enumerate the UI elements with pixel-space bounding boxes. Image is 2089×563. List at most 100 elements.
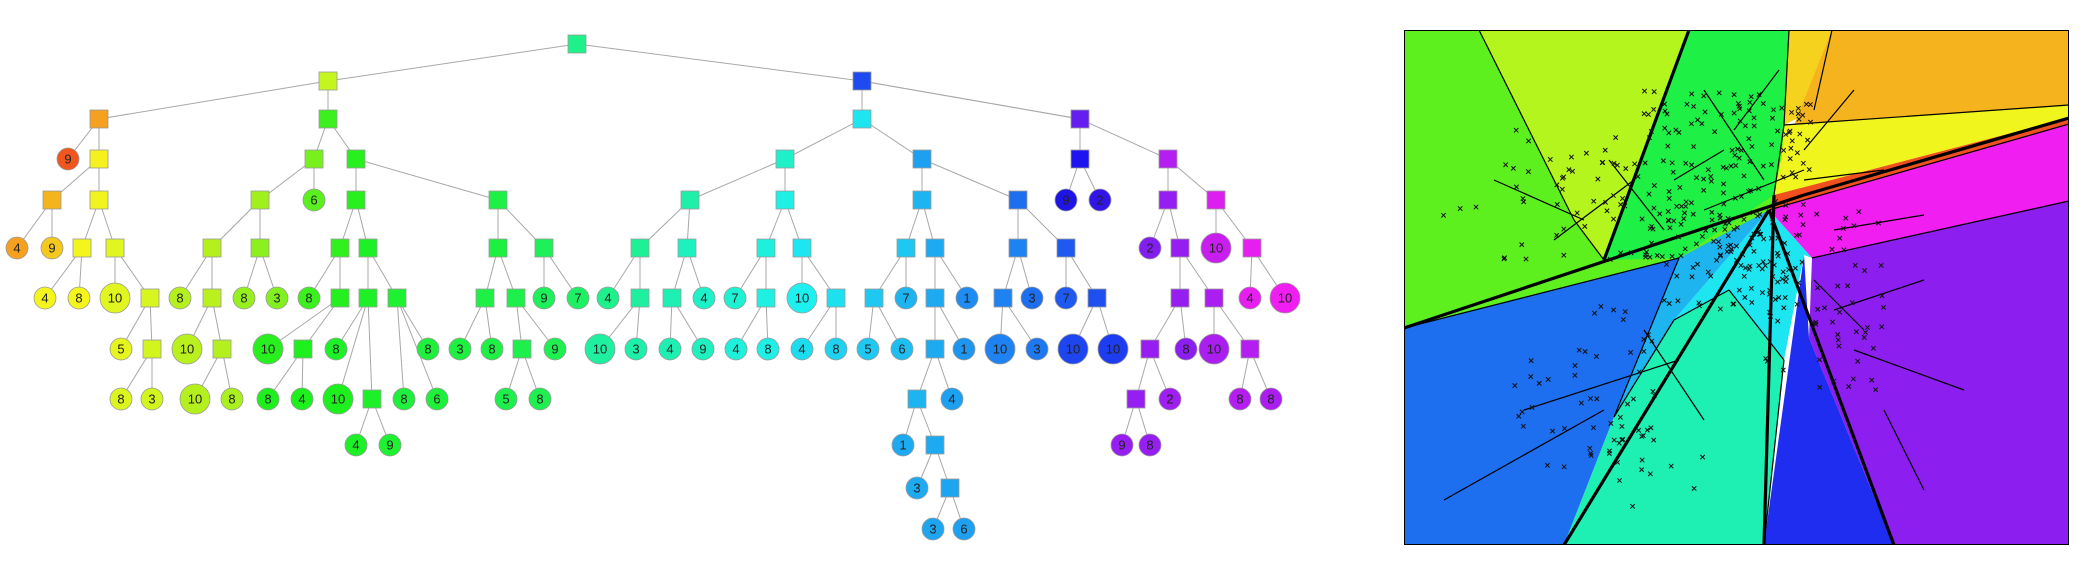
leaf-node-circle (890, 337, 914, 361)
split-node-square (202, 288, 222, 308)
split-node (330, 238, 350, 258)
sample-point-marker (1800, 222, 1806, 228)
sample-point-marker (1760, 259, 1766, 265)
partition-boundary (1703, 169, 1805, 211)
leaf-node-label: 9 (1062, 193, 1069, 208)
leaf-node-circle (1158, 387, 1182, 411)
split-node (512, 339, 532, 359)
sample-point-marker (1649, 338, 1655, 344)
sample-point-marker (1799, 259, 1805, 265)
sample-point-marker (1829, 319, 1836, 325)
sample-point-marker (1731, 110, 1737, 116)
leaf-node: 6 (952, 517, 976, 541)
sample-point-marker (1800, 112, 1806, 118)
split-node-square (912, 190, 932, 210)
leaf-node-circle (1110, 433, 1134, 457)
sample-point-marker (1776, 295, 1782, 301)
sample-point-marker (1695, 117, 1701, 123)
sample-point-marker (1645, 332, 1651, 338)
leaf-node-circle (168, 286, 192, 310)
sample-point-marker (1544, 462, 1550, 468)
split-node (1056, 238, 1076, 258)
split-node (630, 238, 650, 258)
sample-point-marker (1561, 252, 1567, 258)
sample-point-marker (1630, 396, 1636, 402)
tree-edge (367, 297, 373, 400)
leaf-node: 5 (856, 337, 880, 361)
sample-point-marker (1869, 377, 1875, 383)
sample-point-marker (1647, 254, 1653, 260)
split-node-square (318, 109, 338, 129)
tree-edges (16, 43, 1286, 530)
sample-point-marker (1614, 459, 1621, 465)
partition-boundary (1853, 349, 1965, 391)
leaf-node: 10 (322, 383, 354, 415)
leaf-node-label: 5 (864, 342, 871, 357)
leaf-node-label: 8 (228, 392, 235, 407)
split-node (662, 288, 682, 308)
sample-point-marker (1691, 144, 1697, 150)
split-node (1158, 190, 1178, 210)
leaf-node: 4 (692, 286, 716, 310)
leaf-node-circle (756, 337, 780, 361)
split-node (907, 389, 927, 409)
sample-point-marker (1660, 158, 1666, 164)
sample-point-marker (1683, 160, 1689, 166)
leaf-node: 4 (724, 337, 748, 361)
leaf-node-circle (1088, 188, 1112, 212)
split-node-square (362, 389, 382, 409)
leaf-node: 4 (344, 433, 368, 457)
sample-point-marker (1793, 174, 1799, 180)
sample-point-marker (1691, 103, 1697, 109)
sample-point-marker (1604, 208, 1610, 214)
split-node-square (1087, 288, 1107, 308)
leaf-node-circle (171, 333, 203, 365)
leaf-node-circle (324, 337, 348, 361)
leaf-node-circle (891, 433, 915, 457)
leaf-node: 10 (1269, 282, 1301, 314)
sample-point-marker (1716, 90, 1722, 96)
sample-point-marker (1587, 395, 1594, 402)
sample-point-marker (1705, 269, 1711, 275)
split-node-square (358, 238, 378, 258)
sample-point-marker (1775, 128, 1781, 134)
partition-boundary (1608, 159, 1665, 231)
leaf-node-circle (297, 286, 321, 310)
sample-point-marker (1602, 199, 1609, 205)
leaf-node: 7 (1054, 286, 1078, 310)
split-node (362, 389, 382, 409)
sample-point-marker (1720, 181, 1727, 187)
leaf-node-circle (940, 387, 964, 411)
sample-point-marker (1529, 404, 1535, 410)
partition-boundary (1493, 179, 1585, 221)
sample-point-marker (1708, 173, 1714, 180)
split-node (1126, 389, 1146, 409)
sample-point-marker (1807, 101, 1813, 108)
split-node-square (140, 288, 160, 308)
leaf-node-label: 7 (574, 291, 581, 306)
leaf-node-label: 4 (732, 342, 739, 357)
leaf-node-circle (416, 337, 440, 361)
sample-point-marker (1681, 216, 1687, 222)
partition-boundary (1728, 289, 1785, 361)
split-node-square (89, 190, 109, 210)
split-node-square (925, 435, 945, 455)
sample-point-marker (1701, 187, 1707, 193)
sample-point-marker (1611, 437, 1617, 443)
split-node (293, 339, 313, 359)
sample-point-marker (1689, 274, 1695, 280)
split-node-square (630, 238, 650, 258)
sample-point-marker (1610, 216, 1617, 222)
sample-point-marker (1775, 318, 1781, 324)
sample-point-marker (1862, 329, 1869, 335)
sample-point-marker (1875, 220, 1881, 226)
partition-region (1774, 105, 2069, 195)
sample-point-marker (1689, 162, 1695, 168)
sample-point-marker (1796, 116, 1802, 122)
split-node-square (1070, 149, 1090, 169)
leaf-node-label: 8 (1182, 342, 1189, 357)
sample-point-marker (1667, 225, 1673, 231)
partition-region (1674, 210, 1812, 360)
split-node-square (212, 339, 232, 359)
sample-point-marker (1805, 137, 1811, 143)
